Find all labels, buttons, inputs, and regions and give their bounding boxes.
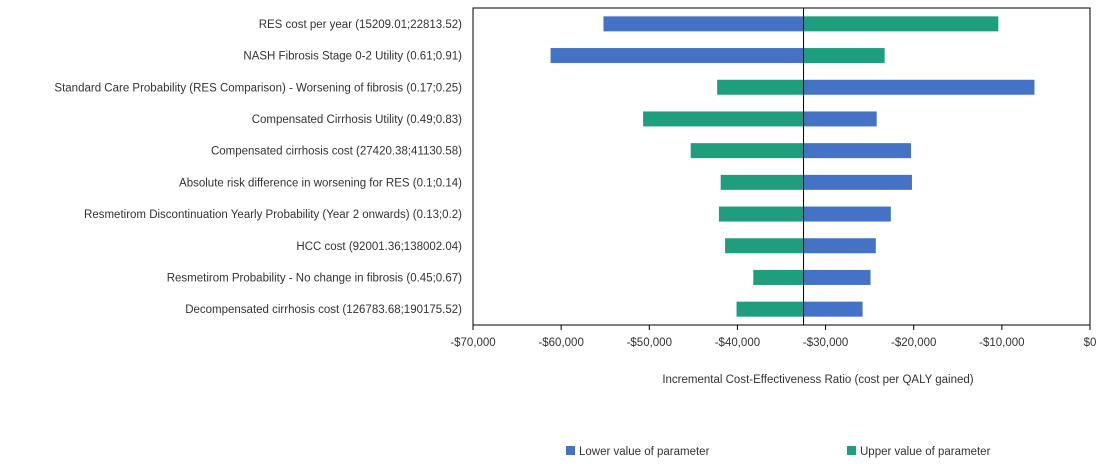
bar-lower-value: [803, 79, 1035, 95]
x-axis-ticks: -$70,000 -$60,000 -$50,000 -$40,000 -$30,000…: [450, 325, 1096, 349]
category-label: NASH Fibrosis Stage 0-2 Utility (0.61;0.…: [243, 51, 462, 63]
bar-lower-value: [803, 238, 876, 254]
bar-upper-value: [725, 238, 804, 254]
bar-lower-value: [803, 269, 871, 285]
legend-swatch-lower: [566, 446, 575, 455]
bar-lower-value: [803, 143, 912, 159]
x-tick-label: -$40,000: [715, 337, 760, 349]
bar-lower-value: [803, 301, 863, 317]
bar-upper-value: [753, 269, 804, 285]
x-tick-label: -$20,000: [891, 337, 936, 349]
bar-upper-value: [643, 111, 804, 127]
category-label: Compensated Cirrhosis Utility (0.49;0.83…: [252, 114, 462, 126]
plot-area-frame: [472, 7, 1091, 326]
bar-upper-value: [803, 48, 885, 64]
x-tick-label: -$10,000: [979, 337, 1024, 349]
legend: Lower value of parameter Upper value of p…: [566, 446, 991, 458]
bar-upper-value: [718, 206, 804, 222]
category-label: Decompensated cirrhosis cost (126783.68;…: [185, 304, 462, 316]
x-tick-label: -$30,000: [803, 337, 848, 349]
category-label: Resmetirom Discontinuation Yearly Probab…: [84, 209, 462, 221]
category-label: Absolute risk difference in worsening fo…: [179, 177, 462, 189]
category-label: Compensated cirrhosis cost (27420.38;411…: [211, 146, 462, 158]
x-tick-label: -$60,000: [538, 337, 583, 349]
bars: [550, 16, 1035, 317]
category-label: HCC cost (92001.36;138002.04): [296, 241, 462, 253]
x-tick-label: -$50,000: [627, 337, 672, 349]
bar-lower-value: [803, 206, 891, 222]
bar-upper-value: [690, 143, 804, 159]
x-axis-title: Incremental Cost-Effectiveness Ratio (co…: [662, 374, 973, 386]
x-tick-label: $0: [1084, 337, 1097, 349]
legend-label: Lower value of parameter: [579, 446, 710, 458]
bar-upper-value: [717, 79, 804, 95]
category-label: RES cost per year (15209.01;22813.52): [259, 19, 462, 31]
bar-lower-value: [803, 111, 877, 127]
x-tick-label: -$70,000: [450, 337, 495, 349]
bar-lower-value: [550, 48, 804, 64]
legend-label: Upper value of parameter: [860, 446, 991, 458]
bar-upper-value: [720, 174, 804, 190]
category-label: Resmetirom Probability - No change in fi…: [167, 272, 462, 284]
bar-upper-value: [803, 16, 999, 32]
category-label: Standard Care Probability (RES Compariso…: [54, 82, 462, 94]
bar-lower-value: [803, 174, 912, 190]
legend-swatch-upper: [847, 446, 856, 455]
bar-lower-value: [603, 16, 804, 32]
bar-upper-value: [736, 301, 804, 317]
category-labels: RES cost per year (15209.01;22813.52) NAS…: [54, 19, 462, 316]
